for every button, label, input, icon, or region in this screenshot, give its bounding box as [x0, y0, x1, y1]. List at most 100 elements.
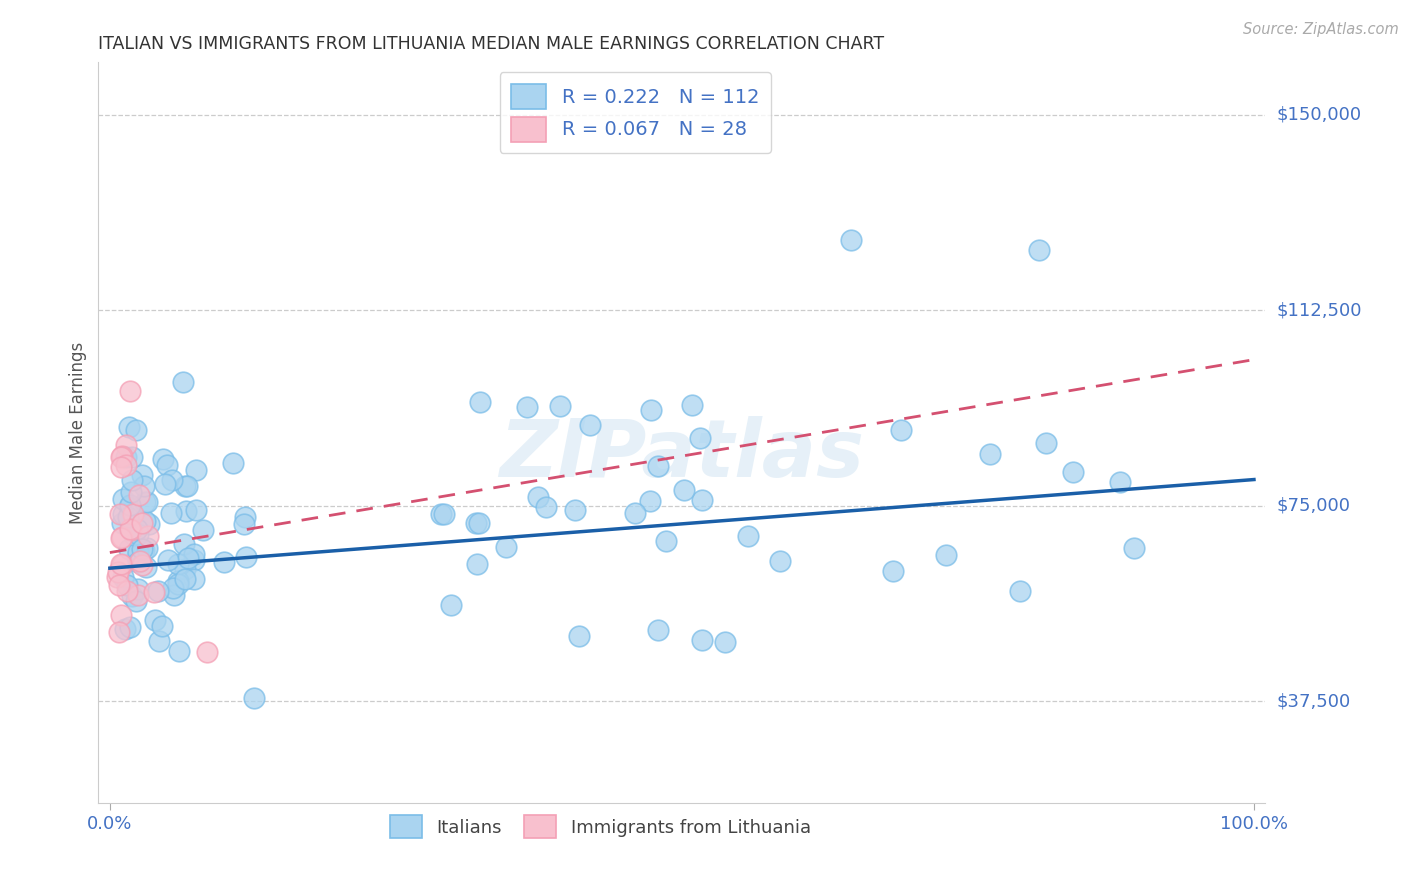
Point [117, 509, 139, 524]
Point [191, 523, 214, 537]
Point [115, 584, 138, 599]
Point [111, 530, 134, 544]
Point [647, 459, 669, 474]
Legend: Italians, Immigrants from Lithuania: Italians, Immigrants from Lithuania [382, 808, 818, 846]
Point [550, 399, 572, 413]
Point [152, 451, 174, 466]
Point [162, 582, 184, 596]
Point [108, 578, 131, 592]
Point [681, 398, 703, 412]
Point [162, 473, 184, 487]
Point [153, 477, 176, 491]
Point [111, 558, 134, 573]
Point [120, 498, 142, 512]
Point [1122, 541, 1144, 555]
Text: ZIPatlas: ZIPatlas [499, 416, 865, 494]
Point [115, 577, 138, 591]
Point [233, 509, 256, 524]
Point [111, 449, 134, 463]
Point [136, 495, 159, 509]
Point [131, 541, 153, 556]
Point [183, 547, 205, 561]
Point [174, 562, 197, 576]
Point [118, 420, 141, 434]
Point [235, 550, 257, 565]
Point [117, 500, 139, 514]
Point [689, 431, 711, 445]
Point [125, 423, 148, 437]
Point [222, 456, 245, 470]
Point [183, 572, 205, 586]
Point [839, 233, 862, 247]
Point [176, 479, 198, 493]
Point [127, 545, 149, 559]
Point [110, 531, 132, 545]
Point [212, 555, 235, 569]
Point [692, 492, 714, 507]
Point [125, 549, 148, 563]
Text: ITALIAN VS IMMIGRANTS FROM LITHUANIA MEDIAN MALE EARNINGS CORRELATION CHART: ITALIAN VS IMMIGRANTS FROM LITHUANIA MED… [98, 35, 884, 53]
Point [115, 438, 138, 452]
Point [174, 504, 197, 518]
Point [167, 644, 190, 658]
Text: $75,000: $75,000 [1277, 497, 1351, 515]
Point [121, 507, 143, 521]
Point [184, 462, 207, 476]
Point [1109, 475, 1132, 490]
Point [138, 517, 160, 532]
Point [579, 418, 602, 433]
Point [111, 492, 134, 507]
Point [174, 572, 197, 586]
Point [233, 517, 256, 532]
Point [433, 507, 456, 521]
Point [769, 554, 792, 568]
Point [465, 557, 488, 571]
Point [440, 598, 463, 612]
Point [120, 484, 142, 499]
Point [568, 629, 591, 643]
Point [148, 584, 170, 599]
Point [172, 375, 194, 389]
Point [243, 690, 266, 705]
Point [121, 589, 143, 603]
Point [655, 533, 678, 548]
Point [131, 558, 153, 572]
Text: Source: ZipAtlas.com: Source: ZipAtlas.com [1243, 22, 1399, 37]
Text: $37,500: $37,500 [1277, 692, 1351, 710]
Point [935, 548, 957, 562]
Point [692, 632, 714, 647]
Point [110, 459, 132, 474]
Point [195, 644, 218, 658]
Point [516, 400, 538, 414]
Point [129, 554, 152, 568]
Point [148, 633, 170, 648]
Point [127, 555, 149, 569]
Point [107, 565, 129, 579]
Point [127, 588, 149, 602]
Point [177, 551, 200, 566]
Point [882, 564, 904, 578]
Point [131, 468, 153, 483]
Point [112, 570, 135, 584]
Point [465, 516, 488, 531]
Point [647, 623, 669, 637]
Point [166, 577, 188, 591]
Point [115, 458, 138, 472]
Point [468, 516, 491, 530]
Y-axis label: Median Male Earnings: Median Male Earnings [69, 342, 87, 524]
Point [143, 613, 166, 627]
Point [890, 423, 912, 437]
Point [110, 608, 132, 623]
Point [114, 622, 136, 636]
Point [564, 503, 586, 517]
Point [167, 574, 190, 588]
Point [173, 537, 195, 551]
Point [156, 553, 179, 567]
Point [120, 523, 142, 537]
Point [979, 447, 1001, 461]
Point [138, 529, 160, 543]
Point [125, 594, 148, 608]
Point [163, 588, 186, 602]
Point [468, 395, 491, 409]
Point [110, 450, 132, 465]
